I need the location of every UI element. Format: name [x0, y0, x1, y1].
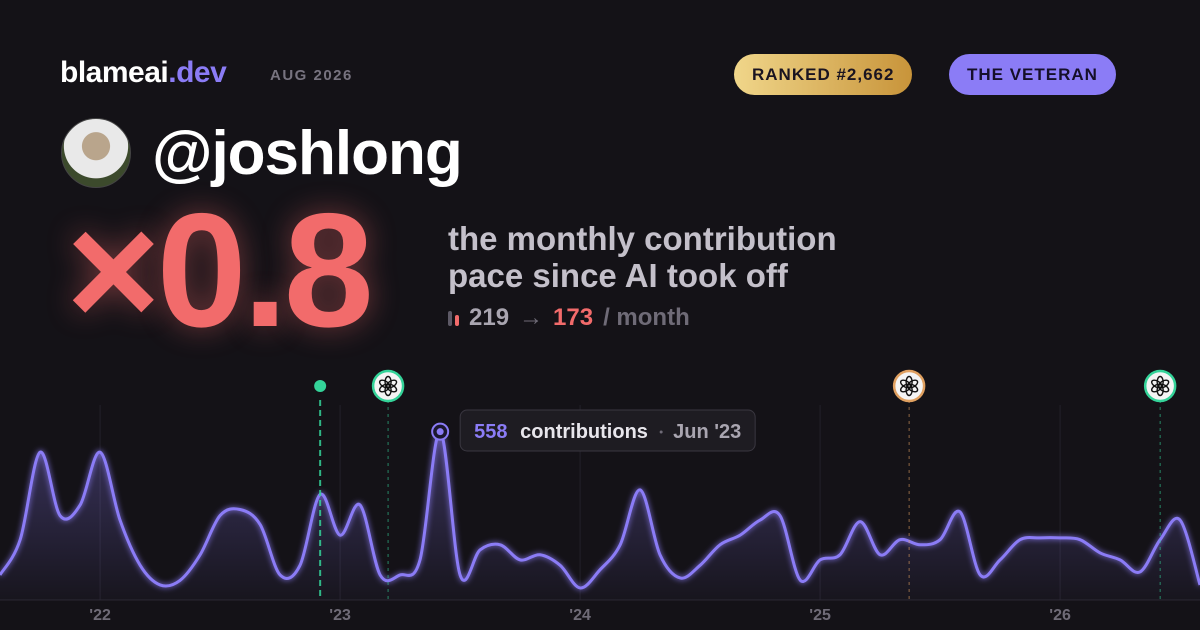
- description: pace since AI took off: [448, 257, 788, 294]
- brand-suffix: .dev: [168, 56, 227, 89]
- event-badge: [1143, 369, 1177, 403]
- tooltip-box: [459, 409, 756, 452]
- x-tick-label: '23: [329, 607, 351, 624]
- brand: blameai.dev: [60, 56, 227, 90]
- event-badge: [892, 369, 926, 403]
- x-tick-label: '22: [89, 607, 111, 624]
- area-fill: [0, 431, 1200, 600]
- x-tick-label: '26: [1049, 607, 1071, 624]
- title-badge: THE VETERAN: [949, 54, 1116, 95]
- event-icon: [1151, 375, 1170, 397]
- description: the monthly contribution: [448, 220, 837, 257]
- icon-petal: [1151, 379, 1163, 389]
- peak-dot: [436, 428, 444, 436]
- unit: / month: [603, 304, 690, 331]
- multiplier: ×0.8: [66, 180, 374, 361]
- before-value: 219: [469, 304, 510, 331]
- stats: 219 → 173 / month: [448, 304, 690, 332]
- brand-name: blameai: [60, 56, 169, 89]
- icon-petal: [899, 379, 912, 389]
- event-badge: [371, 369, 405, 403]
- avatar: [61, 118, 131, 188]
- tooltip-label: contributions: [520, 421, 648, 443]
- tooltip-value: 558: [474, 421, 507, 443]
- event-icon: [899, 375, 919, 397]
- tooltip-sep: [659, 430, 663, 434]
- rank-badge: RANKED #2,662: [734, 54, 913, 95]
- stats-icon: [448, 310, 459, 326]
- handle: @joshlong: [152, 119, 463, 188]
- date: AUG 2026: [270, 67, 353, 84]
- event-icon: [378, 375, 398, 397]
- x-tick-label: '25: [809, 607, 831, 624]
- x-tick-label: '24: [569, 607, 591, 624]
- arrow: →: [519, 304, 544, 331]
- event-dot: [314, 380, 327, 392]
- line: [0, 430, 1200, 590]
- icon-petal: [378, 379, 391, 389]
- tooltip-date: Jun '23: [673, 421, 741, 443]
- after-value: 173: [553, 304, 594, 331]
